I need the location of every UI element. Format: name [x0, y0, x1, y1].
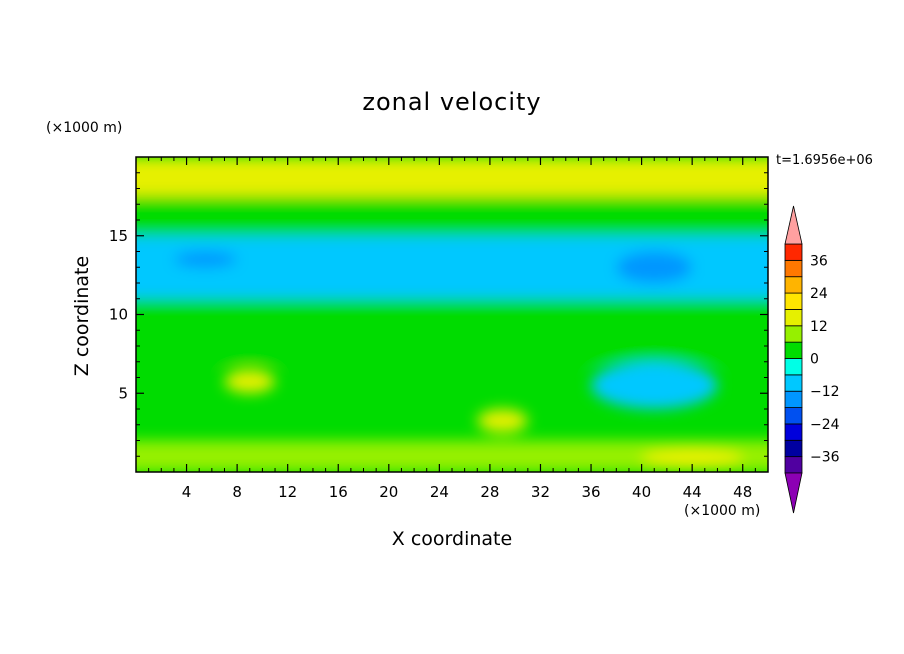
x-tick-label: 8 [232, 483, 242, 501]
y-axis-label: Z coordinate [71, 255, 93, 377]
field-band-1 [136, 196, 768, 236]
x-tick-label: 48 [733, 483, 752, 501]
field-patch-7 [224, 369, 276, 394]
colorbar-segment [784, 456, 803, 474]
x-tick-label: 44 [683, 483, 702, 501]
y-tick-label: 15 [109, 227, 128, 245]
colorbar-tick-label: 36 [810, 253, 828, 269]
colorbar-tick-label: 0 [810, 352, 819, 368]
x-tick-label: 24 [430, 483, 449, 501]
colorbar-segment [784, 292, 803, 310]
field-patch-8 [477, 409, 528, 433]
field-band-3 [136, 298, 768, 362]
colorbar-segment [784, 259, 803, 278]
field-patch-5 [173, 251, 238, 268]
x-tick-label: 40 [632, 483, 651, 501]
colorbar-segment [784, 341, 803, 359]
colorbar-tick-label: −36 [810, 450, 840, 466]
colorbar-tick-label: −24 [810, 417, 840, 433]
colorbar-segment [784, 423, 803, 441]
field-patch-10 [641, 448, 743, 468]
colorbar-over-arrow [784, 205, 803, 245]
x-tick-label: 16 [329, 483, 348, 501]
colorbar-segment [784, 325, 803, 343]
chart-title: zonal velocity [362, 88, 542, 116]
colorbar-tick-label: −12 [810, 384, 840, 400]
colorbar-segment [784, 439, 803, 458]
colorbar-segment [784, 243, 803, 261]
x-tick-label: 36 [581, 483, 600, 501]
x-tick-label: 4 [182, 483, 192, 501]
colorbar-tick-label: 12 [810, 319, 828, 335]
x-unit-label: (×1000 m) [684, 503, 761, 519]
field-patch-9 [591, 361, 718, 409]
colorbar-segment [784, 276, 803, 294]
x-tick-label: 32 [531, 483, 550, 501]
y-tick-label: 5 [118, 384, 128, 402]
y-unit-label: (×1000 m) [46, 120, 123, 136]
y-tick-label: 10 [109, 306, 128, 324]
x-tick-label: 20 [379, 483, 398, 501]
colorbar-segment [784, 309, 803, 327]
colorbar-tick-label: 24 [810, 286, 828, 302]
colorbar: −36 −24 −12 0 12 24 36 [784, 205, 840, 514]
colorbar-segment [784, 358, 803, 376]
x-tick-label: 28 [480, 483, 499, 501]
colorbar-segment [784, 374, 803, 392]
x-tick-label: 12 [278, 483, 297, 501]
colorbar-segment [784, 390, 803, 408]
time-label: t=1.6956e+06 [776, 153, 873, 168]
velocity-field [136, 157, 768, 472]
x-axis-label: X coordinate [391, 528, 513, 550]
field-band-0 [136, 157, 768, 197]
colorbar-under-arrow [784, 472, 803, 514]
colorbar-segment [784, 407, 803, 425]
field-regions [136, 157, 768, 472]
field-patch-6 [616, 251, 693, 283]
